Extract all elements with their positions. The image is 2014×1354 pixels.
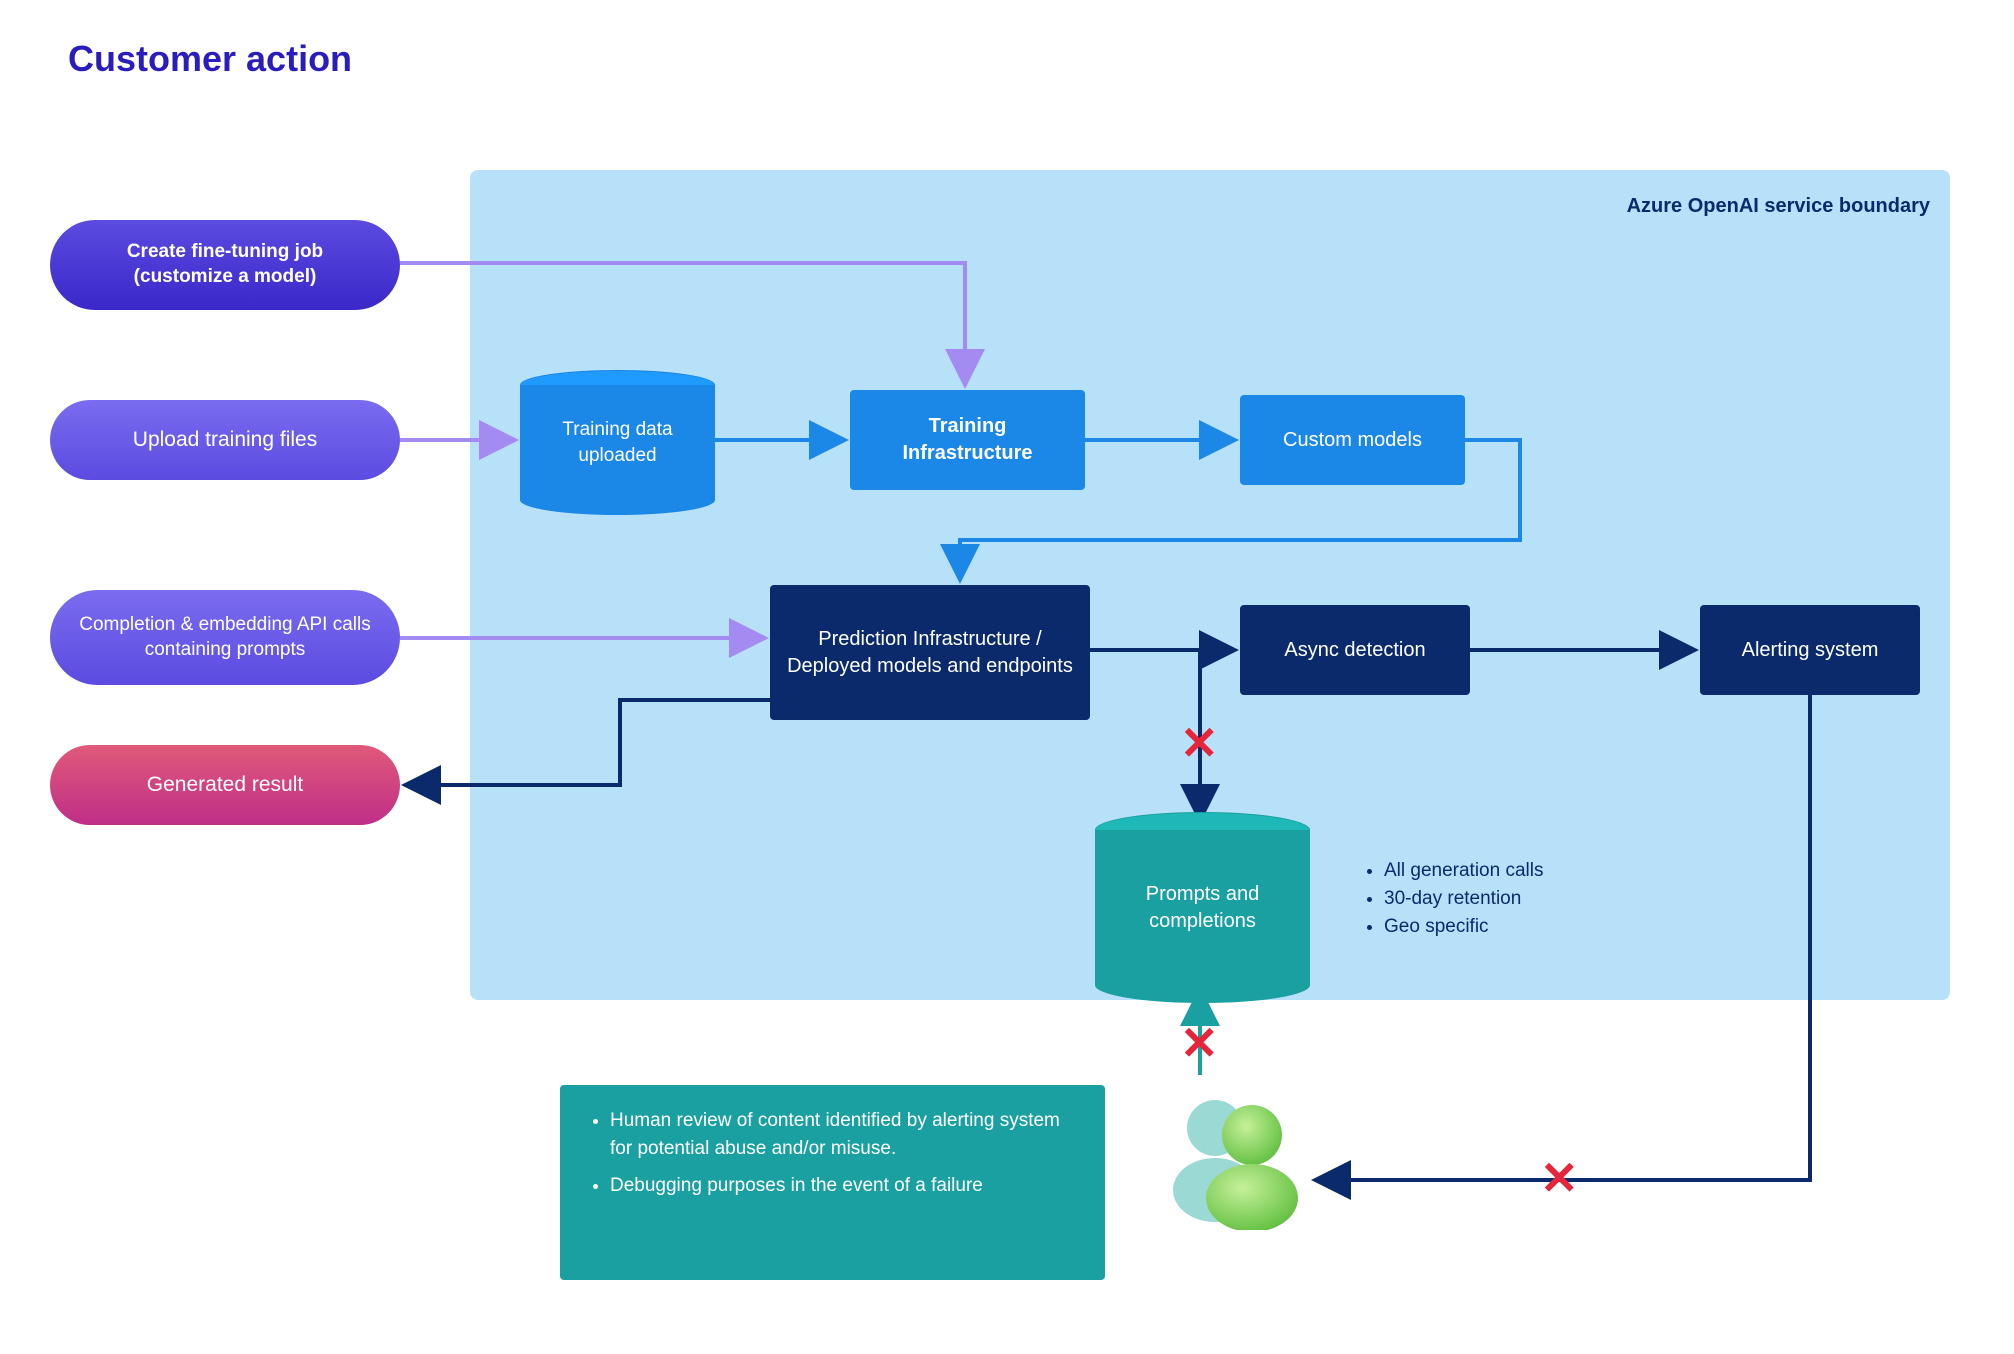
human-review-box: Human review of content identified by al…: [560, 1085, 1105, 1280]
x-mark-icon: ✕: [1540, 1155, 1579, 1201]
review-bullet-item: Human review of content identified by al…: [610, 1107, 1077, 1162]
x-mark-icon: ✕: [1180, 1020, 1219, 1066]
pill-upload-training: Upload training files: [50, 400, 400, 480]
cylinder-prompts-completions: Prompts and completions: [1095, 830, 1310, 985]
people-icon: [1160, 1080, 1310, 1235]
pill-api-calls: Completion & embedding API calls contain…: [50, 590, 400, 685]
box-custom-models: Custom models: [1240, 395, 1465, 485]
pill-generated-result: Generated result: [50, 745, 400, 825]
retention-bullet-item: 30-day retention: [1384, 888, 1543, 910]
review-bullet-item: Debugging purposes in the event of a fai…: [610, 1172, 1077, 1200]
retention-bullet-item: Geo specific: [1384, 916, 1543, 938]
cylinder-prompts-label: Prompts and completions: [1095, 830, 1310, 985]
box-prediction-infrastructure: Prediction Infrastructure / Deployed mod…: [770, 585, 1090, 720]
service-boundary-label: Azure OpenAI service boundary: [1530, 195, 1930, 218]
box-training-infrastructure: Training Infrastructure: [850, 390, 1085, 490]
x-mark-icon: ✕: [1180, 720, 1219, 766]
cylinder-training-data: Training data uploaded: [520, 385, 715, 500]
box-async-detection: Async detection: [1240, 605, 1470, 695]
diagram-canvas: Customer action Azure OpenAI service bou…: [0, 0, 2014, 1354]
box-alerting-system: Alerting system: [1700, 605, 1920, 695]
page-title: Customer action: [68, 38, 352, 80]
cylinder-training-data-label: Training data uploaded: [520, 385, 715, 500]
retention-bullet-item: All generation calls: [1384, 860, 1543, 882]
retention-bullets: All generation calls 30-day retention Geo …: [1360, 860, 1543, 944]
pill-create-finetune: Create fine-tuning job (customize a mode…: [50, 220, 400, 310]
